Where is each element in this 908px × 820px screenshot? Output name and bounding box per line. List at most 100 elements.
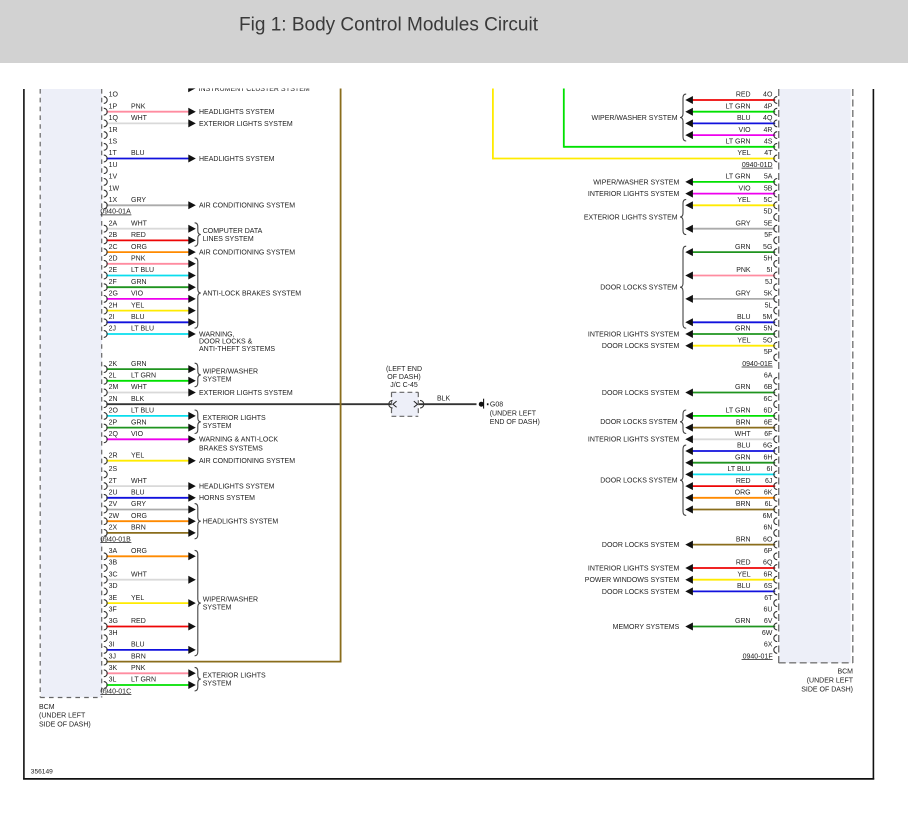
- svg-text:WIPER/WASHER: WIPER/WASHER: [203, 597, 258, 604]
- svg-text:SYSTEM: SYSTEM: [203, 423, 232, 430]
- svg-text:BLU: BLU: [737, 314, 751, 321]
- svg-text:RED: RED: [736, 478, 751, 485]
- svg-text:GRY: GRY: [131, 197, 146, 204]
- svg-text:PNK: PNK: [131, 103, 146, 110]
- svg-text:2K: 2K: [109, 361, 118, 368]
- svg-text:2E: 2E: [109, 267, 118, 274]
- svg-text:BRN: BRN: [131, 525, 146, 532]
- svg-text:0940-01C: 0940-01C: [100, 688, 131, 695]
- svg-text:0940-01E: 0940-01E: [742, 361, 773, 368]
- svg-text:LT BLU: LT BLU: [131, 326, 154, 333]
- svg-text:EXTERIOR LIGHTS: EXTERIOR LIGHTS: [203, 415, 266, 422]
- svg-text:DOOR LOCKS SYSTEM: DOOR LOCKS SYSTEM: [600, 285, 678, 292]
- svg-text:5J: 5J: [765, 279, 772, 286]
- svg-text:INSTRUMENT CLUSTER SYSTEM: INSTRUMENT CLUSTER SYSTEM: [199, 86, 310, 93]
- svg-text:LT BLU: LT BLU: [131, 267, 154, 274]
- svg-text:PNK: PNK: [736, 267, 751, 274]
- svg-text:LT BLU: LT BLU: [131, 408, 154, 415]
- svg-text:4Q: 4Q: [763, 115, 773, 122]
- svg-text:SIDE OF DASH): SIDE OF DASH): [39, 721, 91, 728]
- svg-text:BLU: BLU: [131, 490, 145, 497]
- svg-text:3B: 3B: [109, 560, 118, 567]
- svg-text:356149: 356149: [31, 768, 53, 775]
- svg-text:1S: 1S: [109, 139, 118, 146]
- svg-text:YEL: YEL: [131, 595, 144, 602]
- svg-text:WHT: WHT: [131, 384, 148, 391]
- svg-text:GRN: GRN: [131, 361, 147, 368]
- svg-text:2T: 2T: [109, 478, 118, 485]
- svg-text:2C: 2C: [109, 244, 118, 251]
- svg-text:VIO: VIO: [739, 127, 752, 134]
- svg-text:5O: 5O: [763, 337, 773, 344]
- svg-text:BLU: BLU: [131, 314, 145, 321]
- svg-text:YEL: YEL: [737, 571, 750, 578]
- svg-text:6T: 6T: [764, 595, 773, 602]
- svg-text:3J: 3J: [109, 653, 116, 660]
- svg-text:HORNS SYSTEM: HORNS SYSTEM: [199, 495, 255, 502]
- svg-text:BRN: BRN: [736, 501, 751, 508]
- svg-text:GRN: GRN: [735, 618, 751, 625]
- svg-text:5P: 5P: [764, 349, 773, 356]
- svg-text:COMPUTER DATA: COMPUTER DATA: [203, 228, 263, 235]
- svg-text:GRN: GRN: [131, 279, 147, 286]
- svg-text:SYSTEM: SYSTEM: [203, 681, 232, 688]
- svg-text:5A: 5A: [764, 174, 773, 181]
- svg-text:LT GRN: LT GRN: [131, 373, 156, 380]
- svg-text:6J: 6J: [765, 478, 772, 485]
- svg-text:BLU: BLU: [737, 115, 751, 122]
- svg-text:6R: 6R: [763, 571, 772, 578]
- svg-text:1U: 1U: [109, 162, 118, 169]
- svg-text:BRAKES SYSTEMS: BRAKES SYSTEMS: [199, 446, 263, 453]
- svg-text:2N: 2N: [109, 396, 118, 403]
- svg-text:EXTERIOR LIGHTS: EXTERIOR LIGHTS: [203, 673, 266, 680]
- svg-text:ANTI-LOCK BRAKES SYSTEM: ANTI-LOCK BRAKES SYSTEM: [203, 290, 302, 297]
- svg-text:BRN: BRN: [131, 653, 146, 660]
- svg-text:6G: 6G: [763, 443, 772, 450]
- svg-text:0940-01A: 0940-01A: [100, 209, 131, 216]
- svg-text:WIPER/WASHER: WIPER/WASHER: [203, 368, 258, 375]
- svg-text:LT GRN: LT GRN: [726, 103, 751, 110]
- svg-text:PNK: PNK: [131, 256, 146, 263]
- svg-text:6N: 6N: [763, 525, 772, 532]
- svg-text:2A: 2A: [109, 220, 118, 227]
- svg-text:2F: 2F: [109, 279, 117, 286]
- svg-text:5H: 5H: [763, 256, 772, 263]
- svg-text:5L: 5L: [765, 302, 773, 309]
- svg-text:2H: 2H: [109, 302, 118, 309]
- svg-text:(LEFT END: (LEFT END: [386, 366, 422, 373]
- svg-text:EXTERIOR LIGHTS SYSTEM: EXTERIOR LIGHTS SYSTEM: [584, 214, 678, 221]
- svg-text:BCM: BCM: [39, 704, 55, 711]
- svg-text:6D: 6D: [763, 408, 772, 415]
- svg-text:6M: 6M: [763, 513, 773, 520]
- svg-text:Fig 1: Body Control Modules Ci: Fig 1: Body Control Modules Circuit: [239, 14, 539, 35]
- svg-text:RED: RED: [736, 560, 751, 567]
- svg-text:ANTI-THEFT SYSTEMS: ANTI-THEFT SYSTEMS: [199, 346, 275, 353]
- svg-text:3F: 3F: [109, 607, 117, 614]
- svg-text:GRY: GRY: [736, 291, 751, 298]
- svg-text:BLU: BLU: [131, 150, 145, 157]
- svg-text:3A: 3A: [109, 548, 118, 555]
- svg-text:ORG: ORG: [735, 490, 751, 497]
- svg-text:BCM: BCM: [837, 669, 853, 676]
- svg-text:SYSTEM: SYSTEM: [203, 376, 232, 383]
- svg-text:6A: 6A: [764, 373, 773, 380]
- svg-text:POWER WINDOWS SYSTEM: POWER WINDOWS SYSTEM: [585, 577, 680, 584]
- svg-text:6L: 6L: [765, 501, 773, 508]
- svg-text:5M: 5M: [763, 314, 773, 321]
- svg-text:6E: 6E: [764, 419, 773, 426]
- svg-text:INTERIOR LIGHTS SYSTEM: INTERIOR LIGHTS SYSTEM: [588, 191, 680, 198]
- svg-text:4R: 4R: [763, 127, 772, 134]
- svg-text:ORG: ORG: [131, 548, 147, 555]
- svg-text:GRN: GRN: [735, 244, 751, 251]
- svg-text:DOOR LOCKS SYSTEM: DOOR LOCKS SYSTEM: [602, 343, 680, 350]
- svg-text:GRN: GRN: [735, 384, 751, 391]
- svg-text:5G: 5G: [763, 244, 772, 251]
- svg-text:MEMORY SYSTEMS: MEMORY SYSTEMS: [613, 624, 680, 631]
- svg-text:1T: 1T: [109, 150, 118, 157]
- svg-text:2M: 2M: [109, 384, 119, 391]
- svg-text:BLU: BLU: [131, 642, 145, 649]
- svg-text:VIO: VIO: [739, 185, 752, 192]
- svg-text:2U: 2U: [109, 490, 118, 497]
- svg-text:5C: 5C: [763, 197, 772, 204]
- svg-text:HEADLIGHTS SYSTEM: HEADLIGHTS SYSTEM: [203, 519, 279, 526]
